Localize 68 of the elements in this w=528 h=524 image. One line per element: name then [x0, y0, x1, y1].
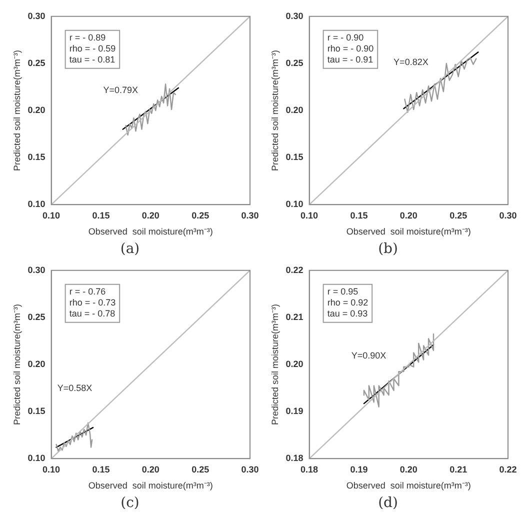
x-tick-label: 0.20 — [142, 464, 160, 474]
x-axis-title: Observed soil moisture(m³m⁻³) — [346, 226, 471, 236]
annotation: r = - 0.89 — [69, 32, 106, 42]
y-tick-label: 0.25 — [28, 312, 46, 322]
x-tick-label: 0.10 — [300, 210, 318, 220]
x-tick-label: 0.25 — [192, 464, 210, 474]
y-tick-label: 0.20 — [286, 358, 304, 369]
y-axis-title: Predicted soil moisture(m³m⁻³) — [12, 50, 22, 172]
x-tick-label: 0.25 — [450, 210, 468, 220]
y-tick-label: 0.15 — [286, 152, 304, 162]
text: Y=0.82X — [394, 56, 428, 67]
x-tick-label: 0.22 — [499, 464, 517, 474]
y-tick-label: 0.20 — [286, 104, 304, 115]
annotation: r = - 0.90 — [327, 32, 364, 42]
annotation: rho = - 0.59 — [69, 43, 116, 54]
y-tick-label: 0.30 — [28, 264, 46, 275]
text: Y=0.58X — [57, 383, 92, 394]
y-tick-label: 0.15 — [28, 406, 46, 416]
y-tick-label: 0.10 — [28, 453, 46, 464]
y-tick-label: 0.30 — [286, 10, 304, 21]
y-tick-label: 0.15 — [28, 152, 46, 162]
y-tick-label: 0.25 — [286, 58, 304, 68]
x-tick-label: 0.10 — [42, 464, 60, 474]
y-tick-label: 0.21 — [286, 312, 304, 322]
annotation: tau = 0.93 — [327, 308, 368, 318]
x-tick-label: 0.15 — [92, 210, 110, 220]
x-tick-label: 0.21 — [450, 464, 468, 474]
x-tick-label: 0.25 — [192, 210, 210, 220]
text: Y=0.90X — [351, 350, 386, 361]
y-axis-title: Predicted soil moisture(m³m⁻³) — [270, 304, 280, 426]
x-tick-label: 0.20 — [400, 464, 418, 474]
x-tick-label: 0.30 — [499, 210, 517, 220]
text: Y=0.79X — [103, 85, 138, 96]
x-tick-label: 0.20 — [142, 210, 160, 220]
y-tick-label: 0.20 — [28, 358, 46, 369]
y-axis-title: Predicted soil moisture(m³m⁻³) — [270, 50, 280, 172]
y-tick-label: 0.30 — [28, 10, 46, 21]
y-tick-label: 0.22 — [286, 264, 304, 275]
y-axis-title: Predicted soil moisture(m³m⁻³) — [12, 304, 22, 426]
text: (d) — [378, 495, 398, 512]
annotation: rho = 0.92 — [327, 297, 368, 308]
text: (b) — [378, 241, 398, 258]
annotation: rho = - 0.90 — [327, 43, 374, 54]
x-axis-title: Observed soil moisture(m³m⁻³) — [346, 480, 471, 490]
y-tick-label: 0.20 — [28, 104, 46, 115]
x-tick-label: 0.15 — [350, 210, 368, 220]
text: (a) — [120, 241, 140, 258]
annotation: tau = - 0.91 — [327, 54, 374, 64]
x-tick-label: 0.19 — [350, 464, 368, 474]
x-tick-label: 0.20 — [400, 210, 418, 220]
x-tick-label: 0.10 — [42, 210, 60, 220]
x-tick-label: 0.30 — [241, 464, 259, 474]
x-tick-label: 0.15 — [92, 464, 110, 474]
annotation: tau = - 0.78 — [69, 308, 116, 318]
annotation: r = 0.95 — [327, 286, 358, 296]
y-tick-label: 0.25 — [28, 58, 46, 68]
y-tick-label: 0.10 — [28, 199, 46, 210]
x-axis-title: Observed soil moisture(m³m⁻³) — [88, 480, 213, 490]
annotation: tau = - 0.81 — [69, 54, 116, 64]
x-tick-label: 0.18 — [300, 464, 318, 474]
annotation: r = - 0.76 — [69, 286, 106, 296]
y-tick-label: 0.10 — [286, 199, 304, 210]
y-tick-label: 0.18 — [286, 453, 304, 464]
annotation: rho = - 0.73 — [69, 297, 116, 308]
y-tick-label: 0.19 — [286, 406, 304, 416]
x-tick-label: 0.30 — [241, 210, 259, 220]
text: (c) — [120, 495, 140, 512]
x-axis-title: Observed soil moisture(m³m⁻³) — [88, 226, 213, 236]
